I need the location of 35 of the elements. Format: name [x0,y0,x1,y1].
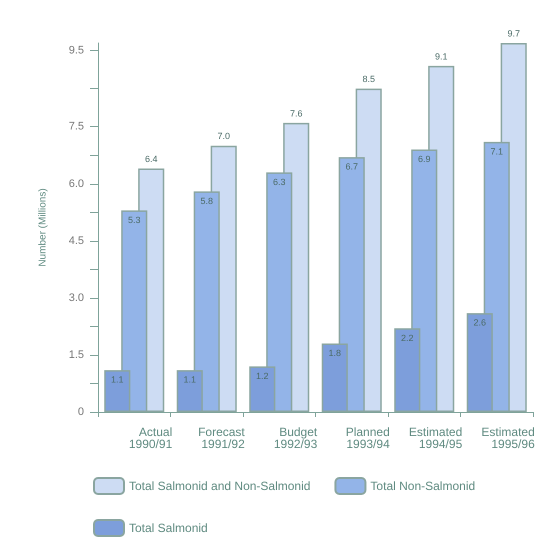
data-label: 1.2 [256,370,269,381]
data-label: 7.6 [290,108,302,118]
data-label: 7.0 [217,131,230,142]
y-tick-label: 9.5 [68,44,84,57]
y-tick-label: 4.5 [68,234,84,247]
x-tick-label: Estimated 1994/95 [408,425,463,451]
x-tick-label: Actual 1990/91 [128,425,173,451]
legend-label: Total Non-Salmonid [370,479,476,493]
legend-label: Total Salmonid [129,521,208,535]
legend-label: Total Salmonid and Non-Salmonid [129,479,310,493]
y-tick-label: 6.0 [68,178,84,190]
data-label: 5.8 [200,196,214,206]
y-tick-label: 3.0 [68,292,84,304]
data-label: 6.9 [418,154,431,164]
data-label: 7.1 [490,146,504,156]
data-label: 9.1 [434,51,448,62]
data-label: 9.7 [507,28,520,38]
y-tick-label: 0 [78,406,84,418]
data-label: 6.4 [144,154,158,164]
data-label: 2.6 [474,318,486,328]
data-label: 2.2 [401,332,414,343]
x-tick-label: Budget 1992/93 [274,425,318,451]
data-label: 6.3 [272,176,286,187]
x-tick-label: Forecast 1991/92 [198,425,246,451]
y-tick-label: 7.5 [68,120,84,133]
data-label: 1.1 [111,374,124,385]
y-tick-label: 1.5 [68,348,84,361]
data-label: 8.5 [362,74,375,84]
y-axis-title: Number (Millions) [38,188,48,267]
data-label: 5.3 [128,214,141,225]
data-label: 1.8 [328,348,342,358]
x-tick-label: Estimated 1995/96 [481,425,536,451]
data-label: 1.1 [184,374,196,385]
x-tick-label: Planned 1993/94 [346,425,390,451]
data-label: 6.7 [345,162,358,172]
